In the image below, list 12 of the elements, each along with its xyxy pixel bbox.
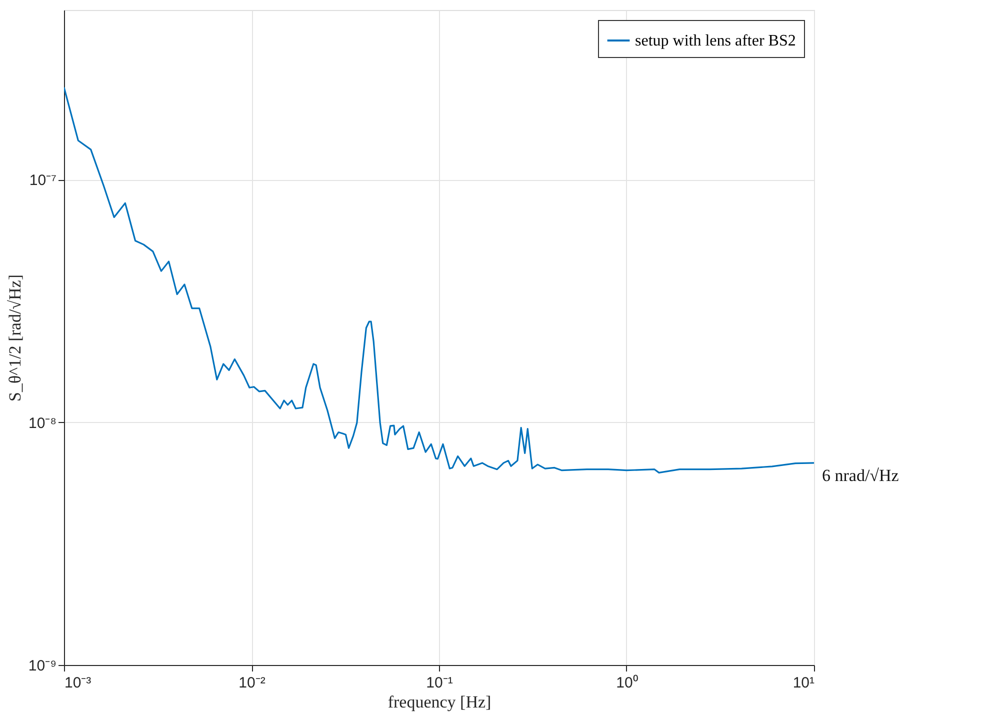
y-tick-label: 10⁻⁷ — [29, 172, 56, 190]
y-tick-label: 10⁻⁸ — [28, 414, 56, 432]
x-tick-label: 10⁻² — [238, 674, 266, 692]
text: 6 nrad/√Hz — [822, 466, 900, 485]
x-tick-label: 10¹ — [792, 674, 814, 692]
x-axis-title: frequency [Hz] — [388, 692, 492, 712]
x-tick-label: 10⁰ — [616, 674, 638, 692]
y-axis-title: S_θ^1/2 [rad/√Hz] — [5, 274, 24, 402]
x-tick-label: 10⁻³ — [64, 674, 92, 692]
y-tick-label: 10⁻⁹ — [28, 658, 56, 674]
x-tick-label: 10⁻¹ — [426, 674, 453, 692]
legend-label: setup with lens after BS2 — [635, 32, 796, 50]
